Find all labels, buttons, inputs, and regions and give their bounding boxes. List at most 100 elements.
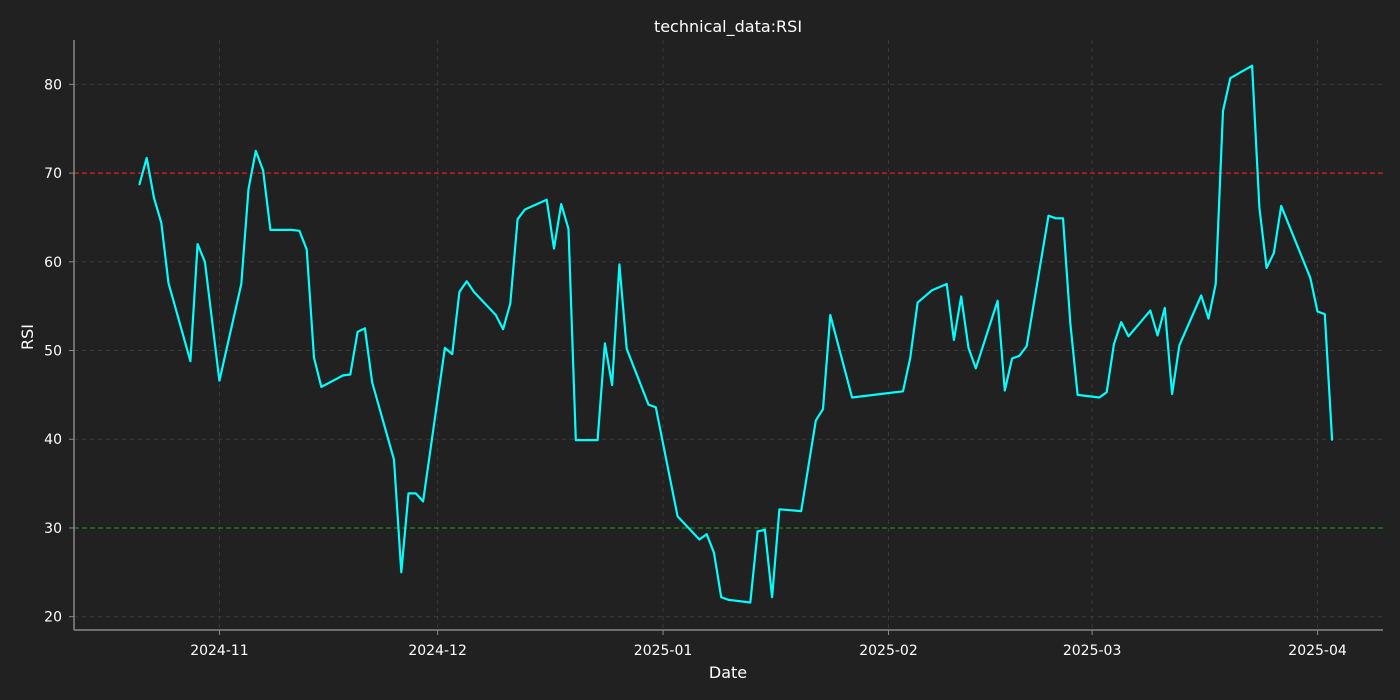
- data-point: [953, 339, 955, 341]
- data-point: [676, 515, 679, 518]
- data-point: [727, 599, 730, 601]
- y-tick-label: 70: [44, 166, 62, 182]
- data-point: [1047, 214, 1050, 217]
- x-tick-label: 2025-04: [1288, 643, 1347, 659]
- data-point: [1309, 277, 1312, 279]
- data-point: [655, 406, 657, 409]
- data-point: [1273, 252, 1275, 254]
- data-point: [204, 261, 206, 263]
- data-point: [465, 280, 468, 283]
- data-point: [371, 381, 374, 384]
- data-point: [1324, 313, 1326, 316]
- y-tick-label: 40: [44, 432, 62, 448]
- data-point: [407, 492, 410, 495]
- data-point: [1316, 310, 1319, 313]
- data-point: [611, 384, 613, 386]
- data-point: [800, 510, 802, 512]
- data-point: [262, 169, 264, 172]
- data-point: [916, 301, 919, 304]
- data-point: [749, 601, 752, 604]
- data-point: [778, 508, 781, 511]
- x-tick-label: 2024-11: [190, 643, 249, 659]
- data-point: [1149, 309, 1152, 312]
- data-point: [756, 530, 759, 533]
- data-point: [1280, 205, 1282, 207]
- data-point: [138, 183, 141, 186]
- data-point: [1178, 344, 1181, 347]
- data-point: [771, 596, 773, 598]
- data-point: [269, 229, 272, 231]
- data-point: [153, 197, 155, 199]
- x-tick-label: 2025-01: [634, 643, 693, 659]
- data-point: [516, 218, 519, 220]
- data-point: [473, 291, 475, 293]
- data-point: [422, 500, 424, 503]
- data-point: [313, 356, 315, 359]
- data-point: [495, 314, 497, 316]
- data-point: [647, 403, 650, 406]
- data-point: [1127, 335, 1130, 338]
- data-point: [451, 353, 454, 355]
- data-point: [167, 282, 170, 284]
- data-point: [415, 492, 417, 495]
- data-point: [553, 247, 555, 250]
- data-point: [458, 291, 461, 293]
- data-point: [320, 386, 323, 388]
- data-point: [189, 360, 192, 363]
- data-point: [364, 327, 366, 330]
- y-tick-label: 30: [44, 521, 62, 537]
- data-point: [356, 331, 359, 333]
- data-point: [1018, 355, 1021, 357]
- data-point: [255, 150, 257, 152]
- x-tick-label: 2025-02: [859, 643, 918, 659]
- data-point: [1156, 334, 1159, 337]
- data-point: [305, 248, 308, 251]
- data-point: [822, 408, 824, 410]
- data-point: [400, 571, 403, 574]
- reference-lines: [74, 172, 1383, 529]
- data-point: [960, 295, 962, 298]
- data-point: [1222, 110, 1224, 112]
- data-point: [604, 342, 606, 345]
- data-point: [247, 188, 250, 190]
- data-point: [1011, 357, 1013, 360]
- data-point: [931, 289, 933, 292]
- x-axis-label: Date: [709, 663, 747, 682]
- data-point: [1229, 77, 1232, 79]
- data-point: [444, 347, 446, 349]
- data-point: [1069, 322, 1072, 324]
- data-point: [1207, 317, 1210, 320]
- chart-title: technical_data:RSI: [654, 17, 802, 37]
- data-point: [1258, 206, 1261, 209]
- x-tick-label: 2024-12: [408, 643, 467, 659]
- data-point: [764, 528, 766, 531]
- y-tick-label: 20: [44, 610, 62, 626]
- series-layer: [138, 64, 1334, 604]
- data-point: [1331, 439, 1333, 441]
- data-point: [967, 347, 970, 349]
- data-point: [145, 157, 148, 159]
- data-point: [1200, 294, 1202, 297]
- data-point: [567, 228, 570, 230]
- data-point: [1004, 389, 1006, 392]
- data-point: [1164, 307, 1166, 309]
- data-point: [160, 222, 163, 224]
- data-point: [705, 533, 708, 535]
- data-point: [698, 538, 701, 541]
- data-point: [1120, 321, 1122, 323]
- data-point: [1251, 64, 1253, 67]
- x-tick-label: 2025-03: [1063, 643, 1122, 659]
- data-point: [298, 230, 301, 232]
- data-point: [349, 373, 352, 376]
- data-point: [291, 229, 294, 231]
- data-point: [575, 439, 577, 441]
- y-tick-label: 80: [44, 77, 62, 93]
- data-point: [509, 302, 512, 305]
- data-point: [996, 300, 999, 302]
- data-point: [545, 198, 548, 201]
- data-point: [596, 439, 599, 441]
- data-point: [902, 390, 904, 393]
- data-point: [524, 208, 526, 211]
- data-point: [829, 314, 832, 316]
